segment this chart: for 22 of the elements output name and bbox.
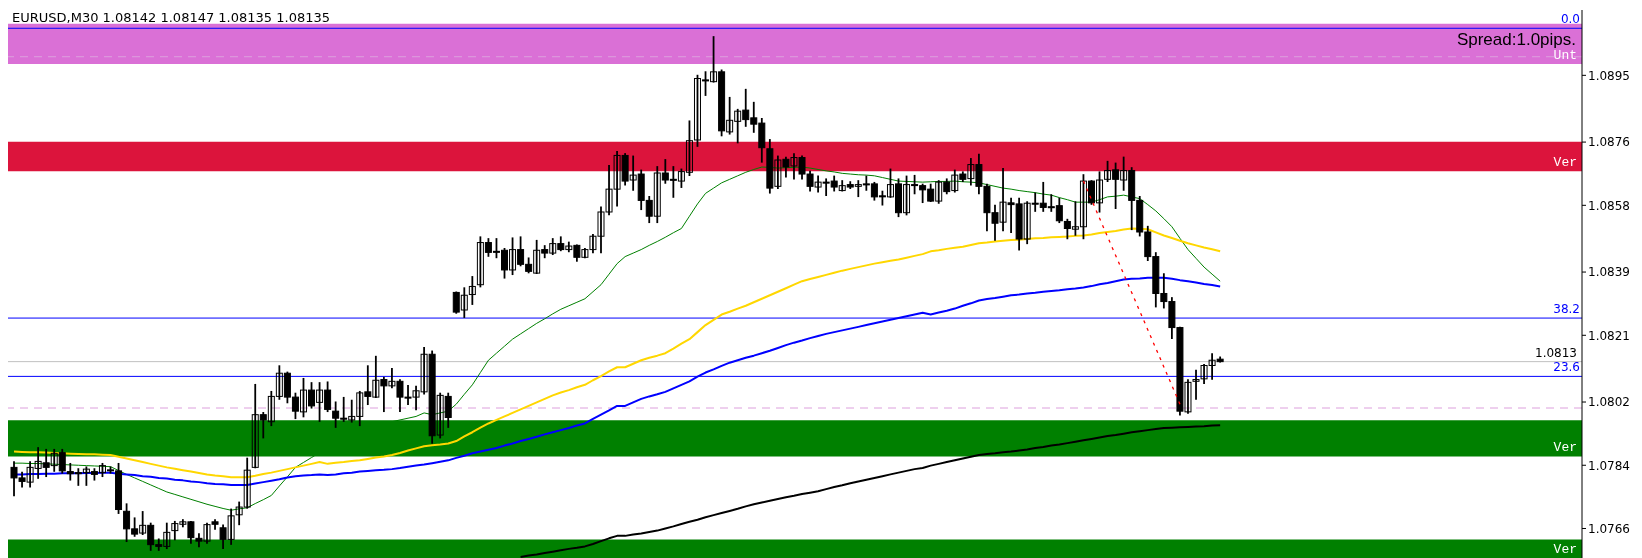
annotation: 0.0 (1560, 12, 1580, 28)
annotation: 23.6 (1553, 360, 1580, 376)
y-tick-label: 1.0766 (1588, 521, 1630, 536)
y-tick-label: 1.0876 (1588, 135, 1630, 150)
candlestick (468, 276, 476, 305)
annotation: 38.2 (1553, 302, 1580, 318)
band-label: Ver (1553, 155, 1577, 171)
line-series (519, 424, 1222, 558)
text: Spread:1.0pips. (1456, 30, 1576, 50)
line-series (13, 227, 1222, 479)
y-tick-label: 1.0839 (1588, 265, 1630, 280)
candlestick (1192, 369, 1200, 400)
ref-line-label: 1.0813 (1535, 345, 1577, 360)
band-label: Unt (1553, 48, 1577, 64)
y-tick-label: 1.0895 (1588, 68, 1630, 83)
y-tick-label: 1.0858 (1588, 198, 1630, 213)
band-label: Ver (1553, 542, 1577, 557)
y-tick-label: 1.0821 (1588, 328, 1630, 343)
y-tick-label: 1.0784 (1588, 458, 1630, 473)
y-tick-label: 1.0802 (1588, 395, 1630, 410)
chart-title: EURUSD,M30 1.08142 1.08147 1.08135 1.08135 (12, 10, 330, 25)
band-label: Ver (1553, 440, 1577, 456)
